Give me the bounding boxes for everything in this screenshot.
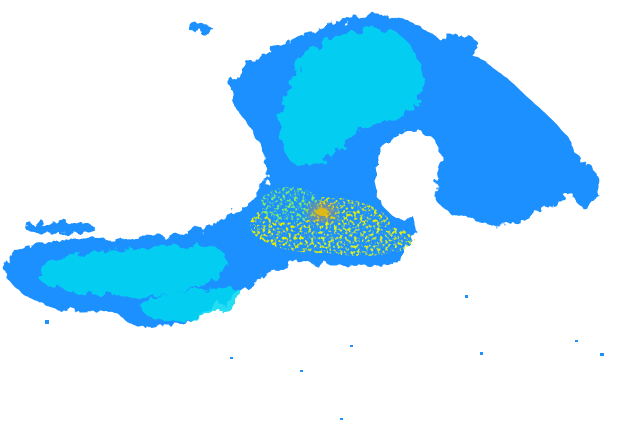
isolated-echoes <box>45 295 604 420</box>
intense-echo-core <box>308 203 336 221</box>
echo-free-eye <box>375 142 435 218</box>
heavy-echo-layer <box>250 187 415 256</box>
medium-echo-layer <box>40 29 424 321</box>
